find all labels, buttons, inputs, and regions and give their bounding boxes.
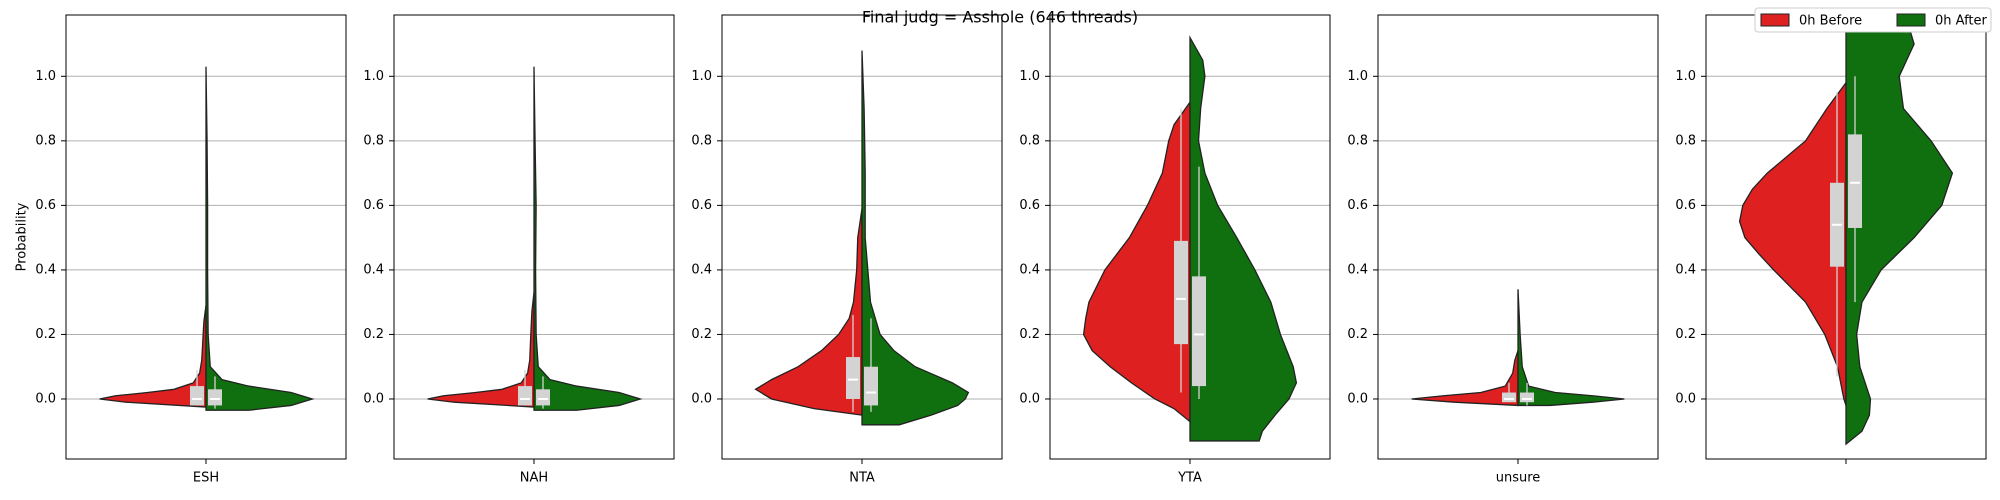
y-tick-label: 1.0 bbox=[1675, 69, 1696, 84]
y-tick-label: 0.4 bbox=[1019, 262, 1040, 277]
box bbox=[536, 389, 550, 406]
y-tick-label: 0.0 bbox=[363, 391, 384, 406]
y-tick-label: 0.2 bbox=[363, 327, 384, 342]
y-tick-label: 0.6 bbox=[1347, 198, 1368, 213]
box bbox=[518, 386, 532, 406]
y-tick-label: 0.6 bbox=[1019, 198, 1040, 213]
y-tick-label: 1.0 bbox=[363, 69, 384, 84]
violin-group bbox=[754, 50, 970, 426]
y-tick-label: 0.2 bbox=[1675, 327, 1696, 342]
violin-half bbox=[1517, 289, 1625, 407]
box bbox=[190, 386, 204, 406]
box bbox=[1520, 392, 1534, 403]
y-tick-label: 1.0 bbox=[1347, 69, 1368, 84]
y-tick-label: 0.4 bbox=[1347, 262, 1368, 277]
legend-label: 0h Before bbox=[1799, 14, 1862, 29]
legend-frame bbox=[1754, 7, 1992, 33]
x-tick-label: unsure bbox=[1496, 471, 1541, 486]
y-tick-label: 0.0 bbox=[1019, 391, 1040, 406]
y-tick-label: 0.0 bbox=[691, 391, 712, 406]
y-tick-label: 0.2 bbox=[1019, 327, 1040, 342]
violin-half bbox=[1845, 15, 1954, 446]
legend-swatch bbox=[1760, 13, 1790, 27]
violin-group bbox=[1738, 15, 1954, 446]
violin-half bbox=[1738, 80, 1847, 406]
box bbox=[864, 366, 878, 406]
y-tick-label: 0.8 bbox=[1019, 133, 1040, 148]
y-tick-label: 0.0 bbox=[35, 391, 56, 406]
y-tick-label: 0.4 bbox=[35, 262, 56, 277]
figure-title: Final judg = Asshole (646 threads) bbox=[862, 8, 1138, 27]
box bbox=[208, 389, 222, 406]
y-tick-label: 0.8 bbox=[1347, 133, 1368, 148]
y-tick-label: 0.8 bbox=[363, 133, 384, 148]
violin-half bbox=[1189, 35, 1298, 442]
legend-label: 0h After bbox=[1935, 14, 1988, 29]
y-tick-label: 1.0 bbox=[1019, 69, 1040, 84]
violin-half bbox=[205, 66, 315, 411]
y-tick-label: 0.8 bbox=[1675, 133, 1696, 148]
x-tick-label: NAH bbox=[520, 471, 548, 486]
violin-group bbox=[427, 66, 643, 411]
y-tick-label: 0.8 bbox=[35, 133, 56, 148]
y-tick-label: 0.6 bbox=[691, 198, 712, 213]
box bbox=[1502, 392, 1516, 403]
violin-half bbox=[1082, 100, 1191, 423]
y-tick-label: 1.0 bbox=[35, 69, 56, 84]
box bbox=[1192, 276, 1206, 387]
box bbox=[1174, 240, 1188, 345]
y-tick-label: 0.4 bbox=[691, 262, 712, 277]
y-tick-label: 0.0 bbox=[1675, 391, 1696, 406]
y-tick-label: 1.0 bbox=[691, 69, 712, 84]
violin-group bbox=[99, 66, 315, 411]
violin-group bbox=[1411, 289, 1625, 407]
legend-swatch bbox=[1896, 13, 1926, 27]
x-tick-label: NTA bbox=[849, 471, 875, 486]
x-tick-label: YTA bbox=[1177, 471, 1202, 486]
y-tick-label: 0.4 bbox=[1675, 262, 1696, 277]
violin-half bbox=[754, 208, 863, 416]
y-tick-label: 0.2 bbox=[691, 327, 712, 342]
y-tick-label: 0.6 bbox=[363, 198, 384, 213]
y-tick-label: 0.6 bbox=[35, 198, 56, 213]
y-tick-label: 0.6 bbox=[1675, 198, 1696, 213]
violin-half bbox=[1411, 350, 1519, 407]
y-tick-label: 0.8 bbox=[691, 133, 712, 148]
y-tick-label: 0.0 bbox=[1347, 391, 1368, 406]
x-tick-label: ESH bbox=[193, 471, 219, 486]
box bbox=[1848, 134, 1862, 228]
y-tick-label: 0.2 bbox=[35, 327, 56, 342]
box bbox=[846, 357, 860, 399]
violin-group bbox=[1082, 35, 1298, 442]
y-tick-label: 0.4 bbox=[363, 262, 384, 277]
y-axis-label: Probability bbox=[15, 202, 30, 271]
y-tick-label: 0.2 bbox=[1347, 327, 1368, 342]
violin-half bbox=[533, 66, 643, 411]
